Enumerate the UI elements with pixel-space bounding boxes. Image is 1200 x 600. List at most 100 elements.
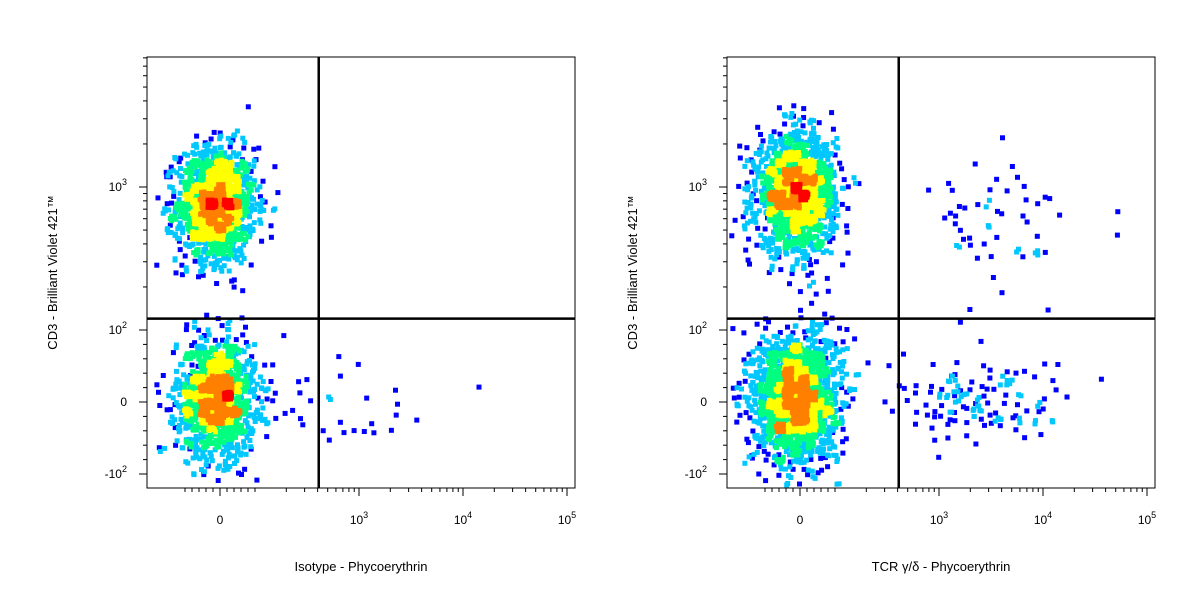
- event-point: [1055, 362, 1061, 367]
- event-point: [828, 250, 834, 256]
- event-point: [803, 223, 809, 229]
- event-point: [236, 210, 242, 215]
- event-point: [296, 379, 302, 385]
- event-point: [207, 436, 213, 442]
- event-point: [214, 442, 220, 448]
- event-point: [232, 461, 237, 466]
- event-point: [788, 240, 794, 246]
- event-dots: [154, 104, 482, 483]
- event-point: [761, 235, 767, 241]
- event-point: [823, 320, 829, 326]
- event-point: [239, 472, 244, 477]
- event-point: [210, 440, 216, 446]
- event-point: [213, 437, 219, 443]
- event-point: [214, 371, 220, 377]
- event-point: [767, 218, 773, 224]
- event-point: [245, 380, 251, 386]
- event-point: [175, 403, 181, 409]
- event-point: [262, 199, 268, 205]
- event-point: [776, 174, 782, 180]
- event-point: [254, 407, 260, 413]
- event-point: [775, 394, 781, 400]
- event-point: [805, 467, 811, 473]
- event-point: [786, 224, 792, 230]
- event-point: [201, 223, 207, 228]
- event-point: [243, 324, 248, 330]
- event-point: [795, 138, 801, 144]
- event-point: [752, 178, 758, 184]
- event-point: [1038, 432, 1044, 438]
- event-point: [241, 196, 246, 202]
- event-point: [820, 150, 826, 156]
- event-point: [987, 412, 993, 418]
- event-point: [795, 131, 800, 137]
- event-point: [831, 452, 837, 458]
- event-point: [198, 268, 204, 274]
- event-point: [236, 182, 242, 187]
- event-point: [978, 416, 984, 422]
- event-point: [1042, 194, 1048, 200]
- event-point: [170, 385, 176, 391]
- event-point: [224, 436, 230, 442]
- event-point: [760, 423, 766, 429]
- event-point: [298, 416, 303, 422]
- event-point: [1013, 370, 1019, 376]
- event-point: [217, 130, 223, 136]
- event-point: [763, 478, 769, 484]
- event-point: [199, 363, 205, 369]
- event-point: [240, 366, 246, 372]
- event-point: [1034, 233, 1040, 239]
- event-point: [218, 133, 224, 139]
- event-point: [198, 226, 204, 232]
- event-point: [1057, 212, 1063, 218]
- event-point: [251, 146, 257, 152]
- event-point: [994, 176, 1000, 182]
- event-point: [767, 418, 773, 424]
- event-point: [830, 211, 836, 217]
- event-point: [812, 432, 818, 437]
- event-point: [967, 235, 973, 241]
- event-point: [215, 186, 221, 192]
- event-point: [741, 223, 747, 229]
- event-point: [194, 343, 200, 349]
- event-point: [249, 431, 255, 436]
- event-point: [780, 454, 786, 460]
- event-point: [812, 358, 818, 364]
- event-point: [790, 330, 796, 336]
- event-point: [757, 149, 763, 155]
- event-point: [826, 424, 832, 430]
- event-point: [184, 352, 190, 358]
- event-point: [775, 416, 781, 422]
- event-point: [769, 362, 774, 368]
- event-point: [240, 288, 246, 294]
- event-point: [1010, 415, 1016, 421]
- event-point: [184, 413, 190, 419]
- event-point: [168, 164, 174, 170]
- event-point: [235, 399, 241, 405]
- event-point: [224, 155, 230, 161]
- event-point: [788, 131, 794, 137]
- event-point: [830, 126, 836, 132]
- event-point: [282, 410, 288, 416]
- event-point: [169, 218, 174, 224]
- event-point: [770, 411, 776, 417]
- event-point: [833, 346, 839, 352]
- event-point: [227, 193, 233, 199]
- event-point: [990, 275, 996, 280]
- event-point: [221, 391, 227, 397]
- event-point: [837, 359, 843, 365]
- event-point: [827, 395, 833, 401]
- event-point: [762, 396, 768, 402]
- event-point: [260, 178, 266, 184]
- event-point: [817, 171, 823, 177]
- event-point: [169, 200, 175, 206]
- event-point: [744, 205, 750, 211]
- event-point: [793, 237, 799, 243]
- event-point: [800, 250, 805, 255]
- event-point: [182, 151, 187, 157]
- event-point: [736, 183, 742, 189]
- event-point: [797, 348, 803, 354]
- event-point: [779, 437, 785, 443]
- event-point: [777, 138, 783, 144]
- event-point: [952, 399, 958, 405]
